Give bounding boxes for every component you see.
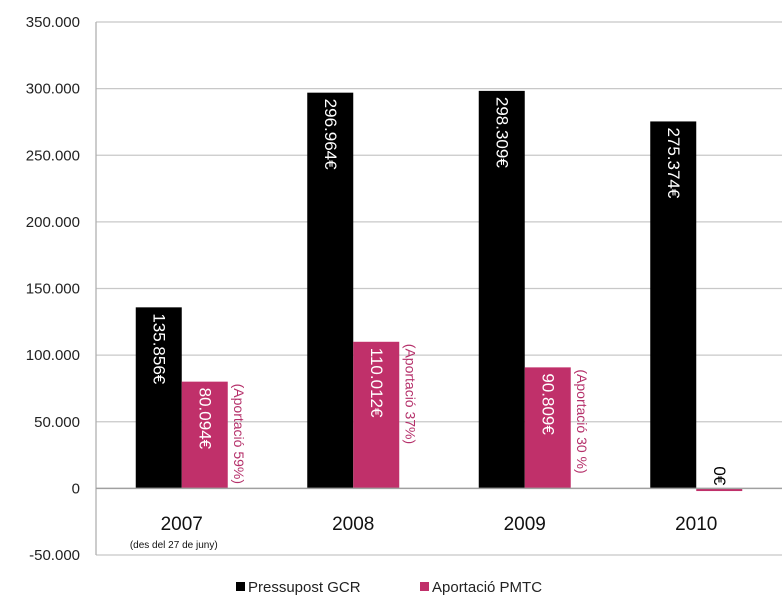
x-tick-label: 2008: [332, 514, 374, 535]
data-label: 90.809€: [538, 373, 557, 435]
y-tick-label: 200.000: [26, 214, 80, 231]
legend-swatch: [236, 582, 245, 591]
bar-aportacio: [696, 488, 743, 492]
bar-pressupost: [478, 90, 525, 489]
data-label: 80.094€: [195, 388, 214, 450]
data-label: 275.374€: [664, 127, 683, 198]
legend-swatch: [420, 582, 429, 591]
x-tick-label: 2010: [675, 514, 717, 535]
bar-pressupost: [135, 307, 182, 489]
x-tick-label: 2007: [161, 514, 203, 535]
legend-label: Pressupost GCR: [248, 579, 361, 596]
legend-label: Aportació PMTC: [432, 579, 542, 596]
y-tick-label: 250.000: [26, 147, 80, 164]
y-tick-label: 100.000: [26, 347, 80, 364]
bar-aportacio: [524, 367, 571, 489]
bars: 135.856€ 80.094€ (Aportació 59%) 296.964€ 11…: [135, 90, 743, 492]
bar-pressupost: [650, 121, 697, 489]
y-tick-label: 350.000: [26, 14, 80, 31]
x-axis: 2007 (des del 27 de juny) 2008 2009 2010: [96, 487, 782, 551]
bar-aportacio: [353, 341, 400, 489]
bar-pressupost: [307, 92, 354, 489]
x-tick-label: 2009: [504, 514, 546, 535]
legend: Pressupost GCR Aportació PMTC: [236, 579, 542, 596]
annotation-label: (Aportació 37%): [402, 344, 418, 444]
annotation-label: (Aportació 30 %): [574, 369, 590, 473]
data-label: 135.856€: [149, 313, 168, 384]
y-tick-label: -50.000: [29, 547, 80, 564]
y-tick-label: 300.000: [26, 81, 80, 98]
bar-aportacio: [181, 381, 228, 489]
y-tick-label: 150.000: [26, 281, 80, 298]
data-label: 296.964€: [321, 99, 340, 170]
data-label: 110.012€: [367, 348, 386, 418]
data-label: 0€: [710, 466, 729, 485]
data-label: 298.309€: [492, 97, 511, 168]
y-tick-label: 0: [72, 480, 80, 497]
y-axis: -50.000 0 50.000 100.000 150.000 200.000 250.0…: [26, 14, 97, 564]
y-tick-label: 50.000: [34, 414, 80, 431]
annotation-label: (Aportació 59%): [231, 384, 247, 484]
x-tick-sublabel: (des del 27 de juny): [130, 540, 218, 551]
